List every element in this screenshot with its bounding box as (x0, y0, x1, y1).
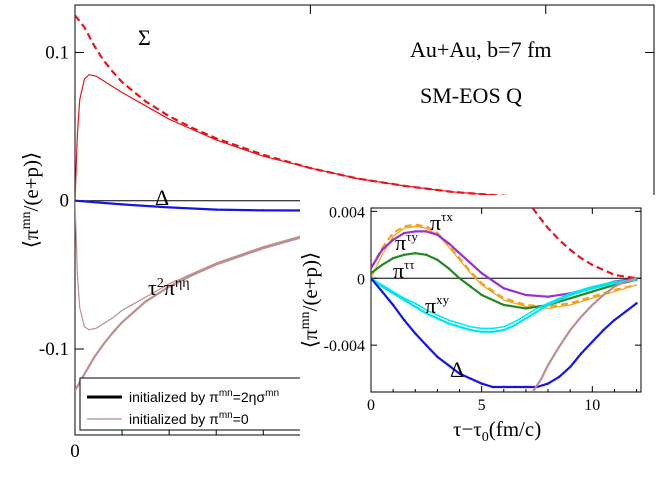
inset-point-pitauy (380, 248, 384, 252)
inset-point-pitautau (391, 256, 395, 260)
inset-point-delta (602, 328, 605, 332)
inset-plot-frame (370, 207, 642, 393)
main-y-tick-label: 0.1 (45, 42, 69, 63)
inset-y-tick-label: 0 (357, 271, 365, 288)
eos-label: SM-EOS Q (420, 83, 522, 108)
inset-point-pitautau (568, 297, 572, 300)
inset-point-pitauy (436, 233, 439, 236)
main-y-tick-label: 0 (60, 191, 70, 212)
inset-point-delta (580, 352, 583, 355)
inset-point-pitautau (458, 277, 461, 280)
inset-x-axis-label: τ−τ0(fm/c) (453, 417, 541, 445)
main-point-delta (215, 208, 218, 211)
inset-point-pitauy (447, 241, 450, 245)
inset-point-delta (480, 382, 483, 385)
inset-point-pitautau (414, 251, 417, 255)
inset-point-delta (513, 385, 517, 389)
main-series-sigma-NS (75, 14, 654, 202)
delta-label-main: Δ (155, 185, 169, 210)
inset-series-sigma-NS (531, 208, 637, 280)
inset-point-delta (436, 355, 439, 359)
inset-point-pitauy (391, 238, 395, 241)
delta-label-inset: Δ (450, 357, 464, 382)
inset-point-pitauy (371, 267, 373, 270)
inset-series-group (371, 208, 641, 392)
inset-point-pitautau (480, 293, 483, 297)
inset-point-pitauy (480, 272, 483, 275)
inset-series-pitaux-zero (371, 225, 637, 309)
inset-point-pitauy (469, 262, 472, 265)
main-y-tick-label: -0.1 (39, 339, 69, 360)
main-point-delta (167, 206, 171, 209)
inset-point-delta (524, 385, 528, 389)
inset-point-delta (425, 343, 428, 347)
inset-point-pitautau (524, 307, 528, 310)
inset-point-delta (458, 372, 461, 375)
sigma-label: Σ (138, 25, 151, 50)
inset-point-pitautau (402, 253, 406, 257)
main-point-delta (262, 209, 265, 212)
inset-point-pitautau (502, 303, 505, 307)
inset-point-pitautau (371, 272, 373, 275)
inset-series-pitaux-NS (371, 223, 637, 308)
main-point-delta (75, 199, 77, 202)
pi-eta-eta-label: τ2πηη (148, 275, 190, 300)
inset-x-tick-label: 0 (367, 397, 375, 414)
main-x-tick-label: 0 (70, 441, 80, 462)
inset-series-pixy-zero (371, 277, 637, 330)
inset-series-tau2pietaeta-NS (531, 277, 637, 392)
inset-point-pitauy (425, 230, 428, 233)
inset-point-delta (502, 385, 505, 389)
inset-point-pitautau (591, 290, 594, 293)
inset-point-delta (447, 364, 450, 367)
inset-point-delta (491, 385, 494, 389)
inset-point-pitauy (414, 230, 417, 233)
main-point-delta (120, 203, 124, 206)
legend-entry-thick: initialized by πmn=2ησmn (129, 388, 279, 405)
inset-series-pixy-NS (371, 277, 637, 333)
inset-point-delta (371, 277, 373, 280)
collision-label: Au+Au, b=7 fm (410, 37, 552, 62)
inset-y-axis-label: ⟨πmn/(e+p)⟩ (298, 252, 322, 348)
inset-point-pitautau (380, 263, 384, 267)
inset-point-delta (635, 302, 638, 305)
inset-point-delta (380, 290, 384, 293)
inset-point-delta (568, 365, 572, 369)
inset-point-pitautau (447, 267, 450, 270)
inset-point-delta (546, 382, 550, 385)
inset-axis-ticks: 0 5 10 0.004 0 -0.004 (324, 204, 641, 414)
inset-point-delta (402, 318, 406, 322)
inset-point-delta (391, 303, 395, 307)
main-y-axis-label: ⟨πmn/(e+p)⟩ (19, 152, 43, 248)
inset-series-pitautau-NS (371, 252, 637, 310)
inset-background (300, 195, 660, 500)
inset-point-delta (624, 310, 627, 313)
inset-point-pitautau (469, 285, 472, 288)
inset-y-tick-label: 0.004 (329, 204, 365, 221)
inset-point-delta (469, 377, 472, 380)
inset-point-pitauy (546, 295, 550, 298)
main-series-sigma-zero (75, 74, 654, 202)
inset-point-delta (613, 318, 616, 322)
inset-x-tick-label: 10 (584, 397, 600, 414)
inset-point-pitauy (458, 251, 461, 255)
inset-point-pitauy (402, 231, 406, 235)
inset-point-delta (591, 340, 594, 344)
inset-y-tick-label: -0.004 (324, 338, 365, 355)
inset-x-tick-label: 5 (478, 397, 486, 414)
inset-point-delta (557, 375, 561, 379)
inset-point-pitauy (524, 293, 528, 297)
inset-point-pitautau (436, 258, 439, 262)
inset-point-pitauy (502, 287, 505, 290)
inset-point-pitautau (425, 253, 428, 257)
inset-point-delta (414, 332, 417, 335)
